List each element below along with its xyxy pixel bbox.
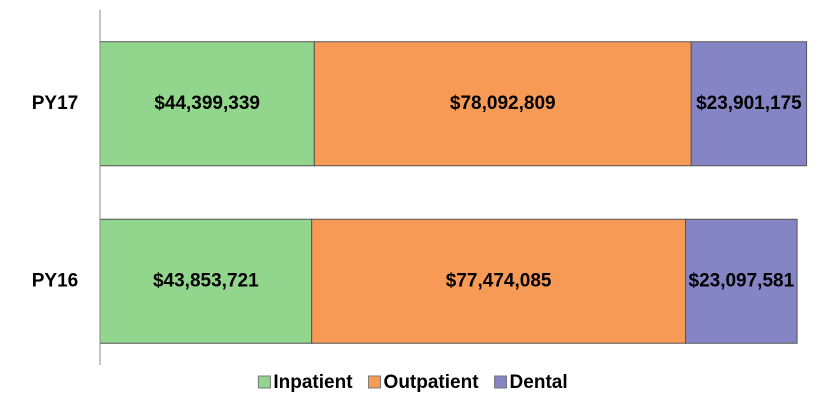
legend-label: Dental xyxy=(510,372,568,393)
legend-swatch xyxy=(494,375,508,389)
data-label: $44,399,339 xyxy=(154,93,260,114)
bar-segment xyxy=(311,218,687,344)
legend-label: Outpatient xyxy=(384,372,480,393)
y-tick-label: PY16 xyxy=(32,270,78,291)
bar-segment xyxy=(685,218,798,344)
bar-segment xyxy=(690,41,808,167)
data-label: $43,853,721 xyxy=(153,270,259,291)
legend-label: Inpatient xyxy=(273,372,353,393)
data-label: $23,901,175 xyxy=(696,93,802,114)
data-label: $77,474,085 xyxy=(446,270,552,291)
legend-swatch xyxy=(368,375,382,389)
y-tick-label: PY17 xyxy=(32,93,78,114)
legend-swatch xyxy=(257,375,271,389)
bar-segment xyxy=(99,41,315,167)
bar-segment xyxy=(99,218,313,344)
data-label: $78,092,809 xyxy=(450,93,556,114)
data-label: $23,097,581 xyxy=(689,270,795,291)
bar-segment xyxy=(313,41,692,167)
